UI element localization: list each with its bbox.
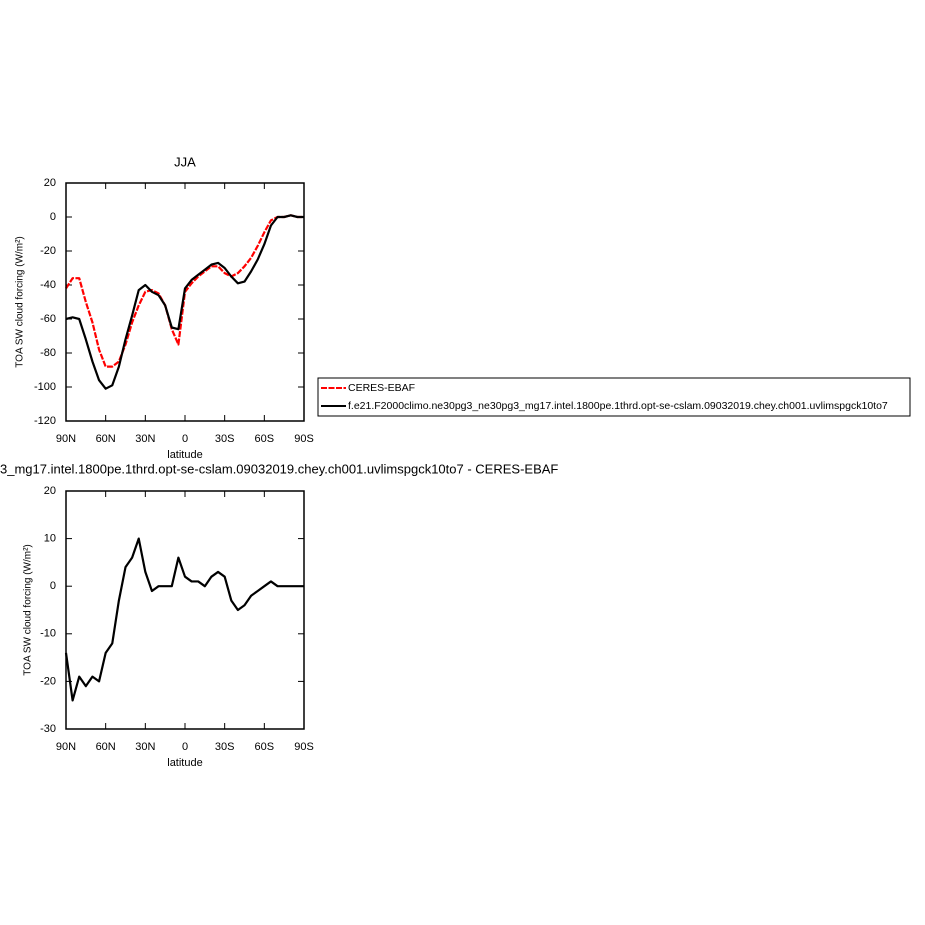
y-tick-label: -100 — [34, 381, 56, 393]
x-tick-label: 30S — [215, 741, 235, 753]
x-tick-label: 60N — [96, 741, 116, 753]
y-tick-label: -20 — [40, 245, 56, 257]
y-tick-label: 20 — [44, 485, 56, 497]
y-axis-label: TOA SW cloud forcing (W/m²) — [23, 544, 34, 676]
legend-label: CERES-EBAF — [348, 382, 415, 394]
x-tick-label: 30S — [215, 433, 235, 445]
x-tick-label: 60S — [255, 433, 275, 445]
x-tick-label: 30N — [135, 433, 155, 445]
plot-frame — [65, 182, 305, 422]
y-axis-label: TOA SW cloud forcing (W/m²) — [15, 236, 26, 368]
chart-title: JJA — [174, 154, 196, 169]
y-tick-label: -10 — [40, 628, 56, 640]
x-axis-label: latitude — [167, 757, 202, 769]
x-axis-label: latitude — [167, 449, 202, 461]
x-tick-label: 60S — [255, 741, 275, 753]
x-tick-label: 90S — [294, 433, 314, 445]
y-tick-label: -20 — [40, 675, 56, 687]
x-tick-label: 90N — [56, 433, 76, 445]
x-tick-label: 30N — [135, 741, 155, 753]
legend-box — [317, 377, 911, 417]
y-tick-label: 10 — [44, 533, 56, 545]
x-tick-label: 90N — [56, 741, 76, 753]
data-line — [64, 537, 304, 702]
y-tick-label: -40 — [40, 279, 56, 291]
x-tick-label: 0 — [182, 433, 188, 445]
y-tick-label: -30 — [40, 723, 56, 735]
legend-label: f.e21.F2000climo.ne30pg3_ne30pg3_mg17.in… — [348, 400, 888, 412]
x-tick-label: 60N — [96, 433, 116, 445]
data-line — [65, 214, 304, 390]
plot-frame — [65, 490, 305, 730]
chart-title: 3_mg17.intel.1800pe.1thrd.opt-se-cslam.0… — [0, 461, 558, 476]
y-tick-label: -60 — [40, 313, 56, 325]
y-tick-label: -120 — [34, 415, 56, 427]
y-tick-label: 0 — [50, 211, 56, 223]
x-tick-label: 90S — [294, 741, 314, 753]
y-tick-label: 20 — [44, 177, 56, 189]
x-tick-label: 0 — [182, 741, 188, 753]
y-tick-label: -80 — [40, 347, 56, 359]
y-tick-label: 0 — [50, 580, 56, 592]
